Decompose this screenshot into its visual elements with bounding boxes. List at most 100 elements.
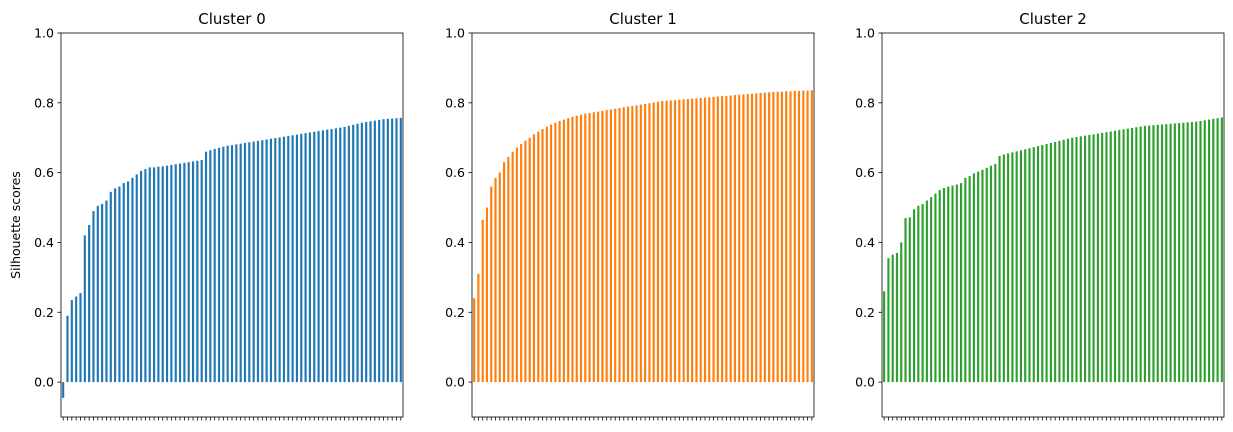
bar [912,209,916,383]
bar [157,166,160,383]
bar [235,144,238,383]
y-tick-label: 0.2 [855,305,875,320]
bar [75,296,78,383]
bar [178,163,182,383]
bar [631,105,634,383]
bar [793,90,796,383]
bar [1203,120,1206,383]
bar [1113,130,1117,383]
bar [545,126,548,383]
bar [1126,128,1129,383]
bar [895,252,899,383]
bar [810,90,813,383]
bar [196,160,199,383]
bar [592,112,595,383]
bar [981,169,984,383]
bar [541,129,544,383]
bar [695,98,698,383]
bar [339,127,342,383]
bar [972,173,975,383]
bar [395,118,398,383]
bar [994,163,997,383]
bar [1118,130,1121,383]
bar [391,118,394,383]
bar [269,138,273,383]
chart-panel-1: 0.0 0.2 0.4 0.6 0.8 1.0 Cluster 1 [445,10,815,421]
bar [114,188,117,383]
bar [562,119,565,383]
bar [1011,152,1014,383]
bar [352,124,355,383]
bar [951,185,954,383]
bar [921,204,924,383]
bar [1169,123,1172,383]
bar [755,93,758,383]
bar [900,242,903,383]
bar [1165,124,1168,383]
bar [109,191,112,383]
axes-frame [881,32,1225,418]
bar [588,112,591,383]
bar [567,118,570,383]
bar [165,165,169,383]
bar [806,90,809,383]
bar [170,164,173,383]
bar [802,90,805,383]
bar [776,91,779,383]
bar [652,102,655,383]
bar [930,197,933,383]
bar [763,92,766,383]
bar [477,273,480,383]
bar [79,293,82,383]
bar [938,190,941,383]
bar [239,143,242,383]
bar [382,119,385,383]
bar [118,186,121,383]
bar [887,258,890,383]
bar [369,121,372,383]
bar [1062,139,1065,383]
bar [1079,136,1082,383]
bar [511,151,514,383]
bar [622,107,625,383]
bar [507,156,510,383]
bar [575,115,578,383]
bar [524,140,527,383]
bar [140,170,143,383]
y-tick-label: 0.0 [855,375,875,390]
bar [699,97,702,383]
bar [1212,118,1215,383]
bar [261,140,264,383]
bar [955,184,958,383]
bar [1092,134,1095,383]
bar [217,147,221,383]
bar [498,172,501,383]
bar [343,126,346,383]
bar [554,122,557,383]
bar [661,101,664,383]
bar [490,186,493,383]
bar [66,315,69,383]
bar [105,200,108,383]
chart-panel-0: 0.0 0.2 0.4 0.6 0.8 1.0 Cluster 0 Silhouette sc… [8,10,404,421]
bar [308,132,311,383]
bar-series [473,90,813,383]
bar [908,217,911,383]
bar [83,235,86,383]
bar [399,117,402,383]
bar [985,167,988,383]
bar [291,135,294,383]
bar [313,131,316,383]
bar [1156,124,1159,383]
y-tick-label: 0.4 [445,235,465,250]
bar [187,162,190,383]
y-tick-label: 0.6 [445,165,465,180]
y-tick-label: 0.2 [34,305,54,320]
bar [1007,153,1010,383]
bar [644,103,647,383]
bar [708,97,711,383]
y-tick-label: 0.4 [34,235,54,250]
bar [772,92,775,383]
bar [712,96,715,383]
